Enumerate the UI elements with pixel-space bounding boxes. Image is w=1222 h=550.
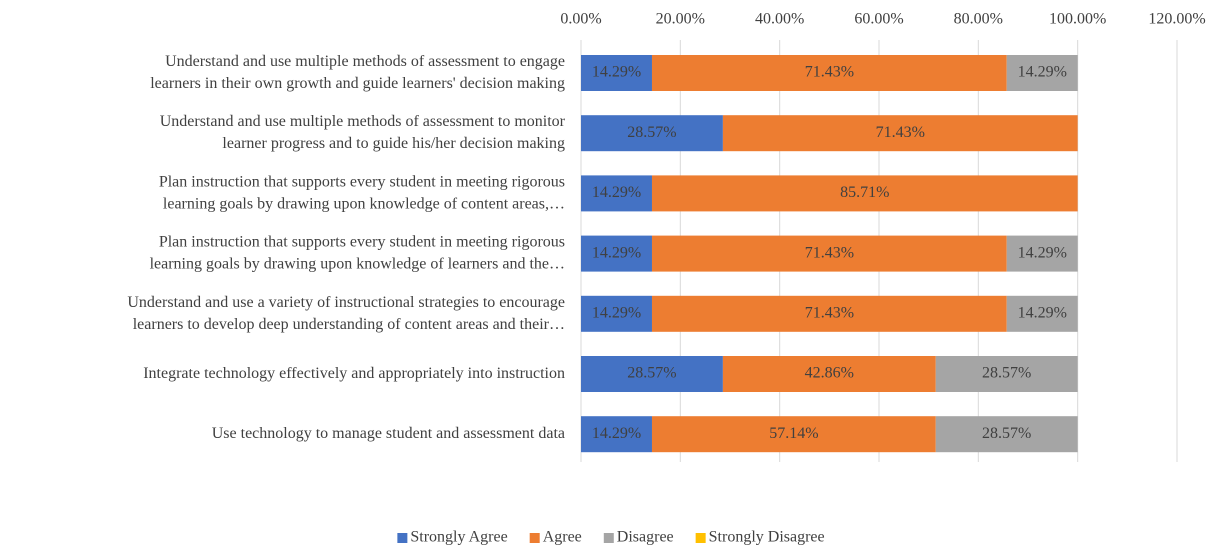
category-label: Use technology to manage student and ass… (212, 425, 565, 442)
x-tick-label: 120.00% (1148, 11, 1205, 28)
category-label: Understand and use multiple methods of a… (150, 53, 565, 92)
category-line: learning goals by drawing upon knowledge… (150, 255, 565, 272)
x-tick-label: 80.00% (954, 11, 1003, 28)
bar-segment (581, 235, 652, 272)
data-label: 71.43% (805, 64, 854, 81)
x-tick-label: 20.00% (656, 11, 705, 28)
legend-label: Strongly Agree (410, 529, 507, 546)
x-tick-label: 40.00% (755, 11, 804, 28)
bar-segment (581, 356, 723, 392)
category-line: learners to develop deep understanding o… (133, 315, 565, 332)
legend-swatch (529, 533, 540, 543)
category-line: learning goals by drawing upon knowledge… (163, 195, 565, 212)
data-label: 14.29% (592, 244, 641, 261)
category-label: Understand and use a variety of instruct… (127, 293, 565, 332)
legend-swatch (397, 533, 408, 543)
legend-swatch (695, 533, 706, 543)
data-label: 71.43% (876, 124, 925, 141)
data-label: 28.57% (627, 365, 676, 382)
bar-segment (1006, 235, 1078, 272)
bar-segment (722, 115, 1078, 152)
legend-label: Agree (543, 529, 582, 546)
category-line: Understand and use multiple methods of a… (160, 113, 566, 130)
bar-segment (581, 175, 652, 212)
legend-label: Strongly Disagree (709, 529, 825, 546)
data-label: 14.29% (592, 184, 641, 201)
x-tick-label: 100.00% (1049, 11, 1106, 28)
legend: Strongly Agree Agree Disagree Strongly Disa… (397, 529, 825, 546)
data-label: 57.14% (769, 425, 818, 442)
bar-segment (581, 416, 652, 453)
category-line: Plan instruction that supports every stu… (159, 233, 565, 250)
category-line: Plan instruction that supports every stu… (159, 173, 565, 190)
category-line: Integrate technology effectively and app… (143, 365, 565, 382)
data-label: 14.29% (592, 304, 641, 321)
data-label: 28.57% (982, 425, 1031, 442)
data-label: 14.29% (1018, 64, 1067, 81)
data-label: 42.86% (805, 365, 854, 382)
data-label: 71.43% (805, 304, 854, 321)
data-label: 14.29% (1018, 304, 1067, 321)
bar-segment (1006, 295, 1078, 332)
bar-segment (651, 416, 936, 453)
category-line: learner progress and to guide his/her de… (222, 135, 565, 152)
x-tick-label: 60.00% (854, 11, 903, 28)
legend-swatch (603, 533, 614, 543)
bar-segment (581, 295, 652, 332)
bar-segment (1006, 55, 1078, 91)
data-label: 85.71% (840, 184, 889, 201)
data-label: 14.29% (592, 425, 641, 442)
data-label: 71.43% (805, 244, 854, 261)
data-label: 28.57% (982, 365, 1031, 382)
bar-segment (935, 356, 1078, 392)
bar-segment (935, 416, 1078, 453)
bar-segment (651, 55, 1007, 91)
data-label: 28.57% (627, 124, 676, 141)
bar-segment (651, 175, 1078, 212)
data-label: 14.29% (592, 64, 641, 81)
bar-segment (581, 55, 652, 91)
bar-segment (722, 356, 936, 392)
category-label: Plan instruction that supports every stu… (150, 233, 565, 272)
legend-label: Disagree (617, 529, 674, 546)
category-label: Plan instruction that supports every stu… (159, 173, 565, 212)
category-line: Use technology to manage student and ass… (212, 425, 565, 442)
category-line: Understand and use a variety of instruct… (127, 293, 565, 310)
bar-segment (581, 115, 723, 152)
category-label: Integrate technology effectively and app… (143, 365, 565, 382)
bar-segment (651, 295, 1007, 332)
category-label: Understand and use multiple methods of a… (160, 113, 566, 152)
data-label: 14.29% (1018, 244, 1067, 261)
category-line: learners in their own growth and guide l… (150, 75, 565, 92)
category-line: Understand and use multiple methods of a… (165, 53, 565, 70)
bar-segment (651, 235, 1007, 272)
x-tick-label: 0.00% (560, 11, 601, 28)
